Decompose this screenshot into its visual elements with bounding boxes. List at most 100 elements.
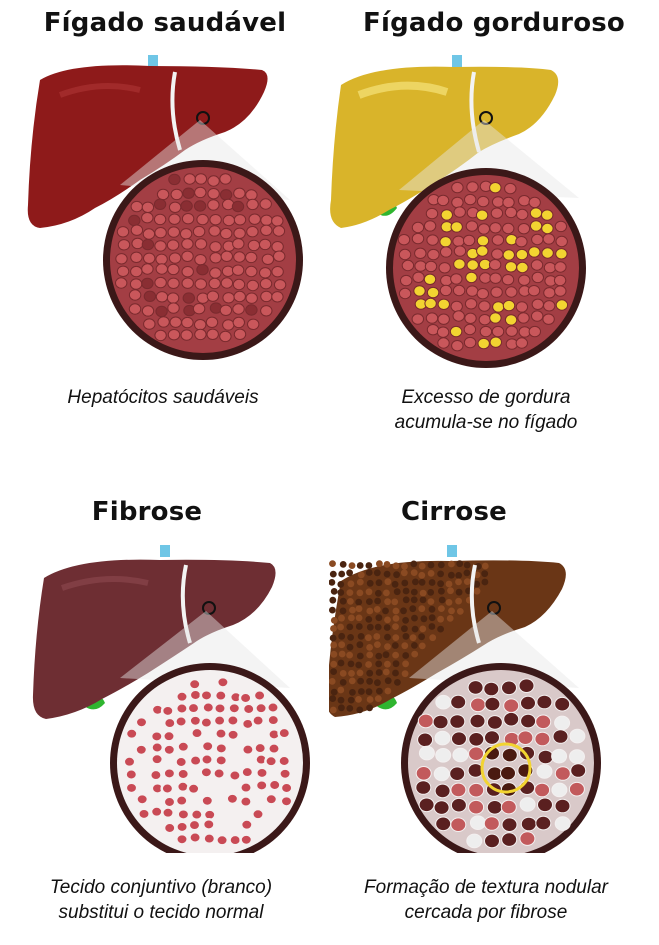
tissue-cell bbox=[156, 188, 170, 201]
tissue-cell bbox=[254, 701, 269, 715]
tissue-cell bbox=[450, 694, 467, 710]
liver-nodule bbox=[375, 614, 383, 622]
liver-nodule bbox=[419, 625, 427, 633]
tissue-cell bbox=[181, 213, 195, 225]
tissue-cell bbox=[174, 755, 189, 769]
tissue-cell bbox=[491, 248, 504, 260]
tissue-cell bbox=[435, 748, 452, 763]
tissue-cell bbox=[155, 291, 169, 303]
liver-nodule bbox=[456, 560, 464, 568]
tissue-cell bbox=[181, 277, 194, 289]
liver-nodule bbox=[392, 607, 400, 615]
tissue-cell bbox=[552, 729, 569, 744]
tissue-cell bbox=[398, 248, 412, 261]
liver-nodule bbox=[427, 589, 435, 596]
liver-nodule bbox=[346, 705, 354, 712]
tissue-cell bbox=[148, 768, 163, 782]
tissue-cell bbox=[175, 690, 189, 704]
liver-nodule bbox=[438, 596, 446, 604]
tissue-cell bbox=[279, 794, 294, 808]
tissue-cell bbox=[426, 234, 439, 246]
tissue-cell bbox=[424, 260, 438, 273]
tissue-cell bbox=[248, 213, 261, 225]
tissue-cell bbox=[427, 248, 440, 261]
healthy-liver-illustration bbox=[27, 55, 303, 360]
tissue-cell bbox=[479, 325, 493, 338]
tissue-cell bbox=[543, 262, 557, 274]
liver-nodule bbox=[366, 579, 374, 587]
tissue-cell bbox=[466, 259, 479, 271]
liver-nodule bbox=[420, 615, 428, 623]
tissue-cell bbox=[214, 727, 228, 741]
tissue-cell bbox=[124, 781, 139, 795]
tissue-cell bbox=[240, 743, 255, 757]
tissue-cell bbox=[220, 227, 233, 240]
tissue-cell bbox=[131, 237, 144, 250]
liver-nodule bbox=[365, 661, 372, 668]
tissue-cell bbox=[222, 292, 235, 304]
liver-nodule bbox=[393, 571, 400, 579]
liver-nodule bbox=[401, 625, 408, 633]
liver-nodule bbox=[410, 596, 418, 604]
cirrhosis-liver-illustration bbox=[329, 545, 601, 853]
tissue-cell bbox=[569, 749, 585, 764]
tissue-cell bbox=[555, 248, 568, 260]
tissue-cell bbox=[535, 815, 552, 831]
tissue-cell bbox=[213, 689, 228, 703]
liver-nodule bbox=[329, 570, 337, 578]
tissue-cell bbox=[245, 292, 258, 304]
liver-nodule bbox=[418, 578, 426, 586]
liver-nodule bbox=[356, 641, 364, 649]
liver-nodule bbox=[428, 579, 436, 586]
tissue-cell bbox=[489, 336, 503, 348]
tissue-cell bbox=[516, 208, 529, 221]
tissue-cell bbox=[453, 245, 467, 257]
tissue-cell bbox=[555, 235, 568, 248]
tissue-cell bbox=[221, 265, 235, 277]
tissue-cell bbox=[424, 297, 437, 310]
tissue-cell bbox=[134, 715, 149, 729]
liver-nodule bbox=[330, 641, 338, 649]
zoom-marker bbox=[196, 111, 210, 125]
tissue-cell bbox=[251, 714, 266, 728]
tissue-cell bbox=[491, 196, 505, 208]
tissue-cell bbox=[228, 833, 243, 847]
liver-nodule bbox=[402, 587, 410, 595]
tissue-cell bbox=[247, 318, 260, 330]
tissue-cell bbox=[124, 727, 139, 741]
tissue-cell bbox=[531, 310, 544, 322]
tissue-cell bbox=[519, 797, 536, 812]
tissue-cell bbox=[161, 806, 175, 820]
liver-nodule bbox=[374, 597, 381, 605]
tissue-cell bbox=[518, 274, 531, 286]
tissue-cell bbox=[531, 271, 545, 284]
liver-nodule bbox=[366, 696, 374, 703]
liver-nodule bbox=[384, 616, 391, 624]
tissue-cell bbox=[554, 261, 567, 273]
tissue-cell bbox=[213, 701, 227, 715]
liver-nodule bbox=[384, 677, 392, 685]
tissue-cell bbox=[439, 246, 453, 258]
tissue-cell bbox=[154, 276, 167, 289]
tissue-cell bbox=[233, 214, 247, 226]
tissue-cell bbox=[501, 747, 518, 763]
tissue-cell bbox=[193, 200, 207, 212]
tissue-cell bbox=[240, 765, 255, 779]
tissue-cell bbox=[450, 817, 467, 833]
tissue-cell bbox=[168, 201, 182, 214]
liver-nodule bbox=[375, 669, 383, 676]
liver-nodule bbox=[365, 569, 373, 576]
tissue-cell bbox=[186, 701, 201, 715]
tissue-cell bbox=[555, 299, 569, 311]
tissue-cell bbox=[214, 753, 229, 767]
liver-nodule bbox=[448, 571, 455, 579]
liver-nodule bbox=[348, 677, 356, 685]
panel-fatty-liver: Fígado gorduroso Excesso de gordura acum… bbox=[329, 0, 659, 472]
tissue-cell bbox=[238, 691, 253, 705]
panel-title: Fígado saudável bbox=[43, 8, 287, 38]
liver-nodule bbox=[365, 634, 372, 642]
liver-nodule bbox=[402, 660, 409, 668]
tissue-cell bbox=[277, 726, 292, 740]
tissue-cell bbox=[466, 181, 479, 193]
tissue-cell bbox=[436, 326, 450, 338]
